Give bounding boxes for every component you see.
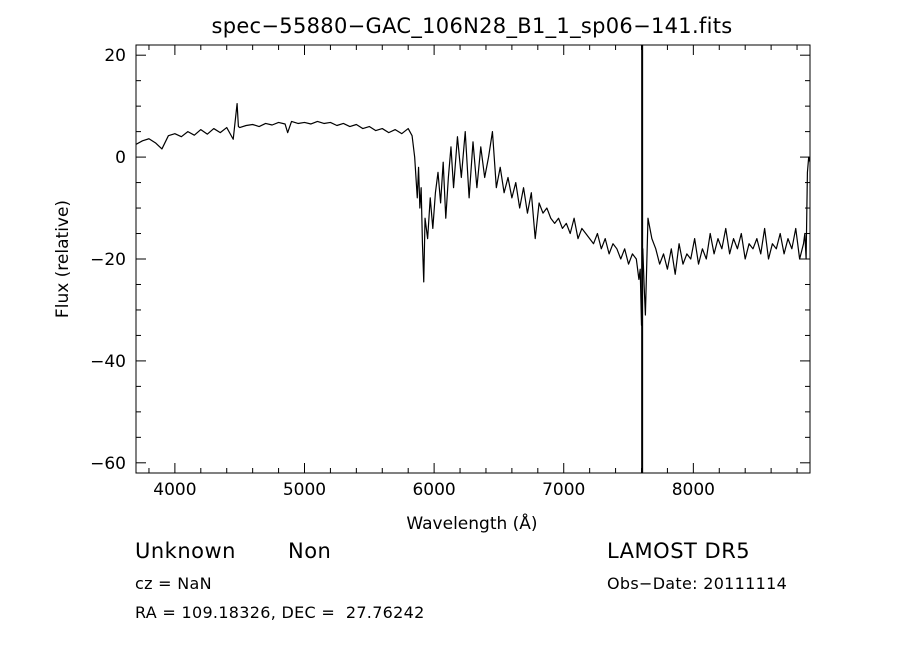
y-tick-label: 20 <box>104 46 126 66</box>
y-tick-label: −20 <box>90 250 126 270</box>
object-class-label: Unknown <box>135 539 236 563</box>
x-tick-label: 4000 <box>153 480 196 500</box>
y-tick-label: −60 <box>90 454 126 474</box>
y-tick-label: 0 <box>115 148 126 168</box>
y-axis: 20 0 −20 −40 −60 <box>90 46 810 474</box>
survey-label: LAMOST DR5 <box>607 539 751 563</box>
observation-date-label: Obs−Date: 20111114 <box>607 574 788 593</box>
x-axis-label: Wavelength (Å) <box>406 512 537 534</box>
coordinates-label: RA = 109.18326, DEC = 27.76242 <box>135 603 425 622</box>
object-subclass-label: Non <box>288 539 332 563</box>
redshift-label: cz = NaN <box>135 574 212 593</box>
x-axis: 4000 5000 6000 7000 8000 <box>148 45 798 500</box>
chart-title: spec−55880−GAC_106N28_B1_1_sp06−141.fits <box>211 14 732 39</box>
y-tick-label: −40 <box>90 352 126 372</box>
x-tick-label: 8000 <box>672 480 715 500</box>
x-tick-label: 7000 <box>542 480 585 500</box>
spectrum-series-line <box>135 103 811 326</box>
x-tick-label: 5000 <box>283 480 326 500</box>
x-tick-label: 6000 <box>412 480 455 500</box>
y-axis-label: Flux (relative) <box>53 200 73 318</box>
